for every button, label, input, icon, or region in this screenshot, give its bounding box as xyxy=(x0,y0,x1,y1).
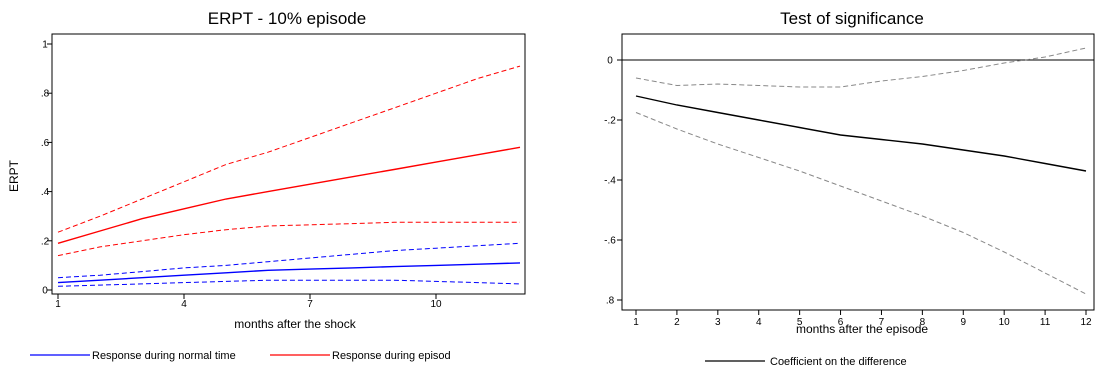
erpt-series-4-line xyxy=(57,65,521,233)
significance-series-1-line xyxy=(635,47,1087,88)
significance-x-tick-label: 10 xyxy=(999,317,1011,328)
erpt-series-3-line xyxy=(57,146,521,244)
erpt-x-tick-label: 4 xyxy=(181,299,187,310)
erpt-x-axis: 1 4 7 10 xyxy=(55,294,442,310)
erpt-y-axis: 0 .2 .4 .6 .8 1 xyxy=(41,40,52,297)
erpt-x-tick-label: 10 xyxy=(430,299,442,310)
erpt-y-tick-label: .2 xyxy=(41,236,50,247)
erpt-y-tick-label: .8 xyxy=(41,89,50,100)
significance-x-tick-label: 4 xyxy=(756,317,762,328)
significance-x-tick-label: 6 xyxy=(838,317,844,328)
legend-label-normal: Response during normal time xyxy=(92,350,236,362)
erpt-y-tick-label: 0 xyxy=(42,286,48,297)
erpt-y-tick-label: .6 xyxy=(41,138,50,149)
erpt-chart-title: ERPT - 10% episode xyxy=(208,9,366,28)
erpt-y-tick-label: .4 xyxy=(41,187,50,198)
erpt-series-1-line xyxy=(57,242,521,279)
significance-x-tick-label: 5 xyxy=(797,317,803,328)
significance-chart-title: Test of significance xyxy=(780,9,924,28)
erpt-chart: ERPT - 10% episode 0 .2 .4 .6 .8 1 1 4 7 10 mont… xyxy=(7,9,526,362)
significance-series-0-line xyxy=(635,95,1087,172)
erpt-x-tick-label: 1 xyxy=(55,299,61,310)
significance-x-tick-label: 12 xyxy=(1080,317,1092,328)
significance-y-tick-label: 0 xyxy=(607,56,613,67)
significance-x-tick-label: 8 xyxy=(920,317,926,328)
significance-legend: Coefficient on the difference xyxy=(705,356,907,366)
significance-y-tick-label: .8 xyxy=(606,296,615,307)
significance-x-tick-label: 2 xyxy=(674,317,680,328)
significance-x-tick-label: 7 xyxy=(879,317,885,328)
significance-x-tick-label: 3 xyxy=(715,317,721,328)
significance-x-tick-label: 11 xyxy=(1040,317,1051,328)
legend-label-difference: Coefficient on the difference xyxy=(770,356,907,366)
erpt-y-axis-label: ERPT xyxy=(7,159,21,192)
significance-y-tick-label: -.2 xyxy=(604,116,616,127)
erpt-y-tick-label: 1 xyxy=(42,40,48,51)
erpt-x-tick-label: 7 xyxy=(307,299,313,310)
erpt-series-5-line xyxy=(57,221,520,257)
significance-series-2-line xyxy=(635,112,1087,295)
erpt-series-group xyxy=(57,65,521,287)
significance-y-axis: 0 -.2 -.4 -.6 .8 xyxy=(604,56,622,307)
significance-x-axis: 1 2 3 4 5 6 7 8 9 10 11 12 xyxy=(633,310,1092,328)
significance-x-tick-label: 1 xyxy=(633,317,639,328)
erpt-series-0-line xyxy=(57,262,521,284)
legend-label-episode: Response during episod xyxy=(332,350,451,362)
significance-y-tick-label: -.6 xyxy=(604,236,616,247)
erpt-x-axis-label: months after the shock xyxy=(234,317,356,331)
erpt-legend: Response during normal time Response dur… xyxy=(30,350,451,362)
erpt-series-2-line xyxy=(57,279,521,287)
erpt-plot-frame xyxy=(51,33,526,295)
significance-x-tick-label: 9 xyxy=(960,317,966,328)
significance-x-axis-label: months after the episode xyxy=(796,322,928,336)
significance-plot-frame xyxy=(621,33,1095,311)
significance-series-group xyxy=(635,47,1087,295)
significance-y-tick-label: -.4 xyxy=(604,176,616,187)
